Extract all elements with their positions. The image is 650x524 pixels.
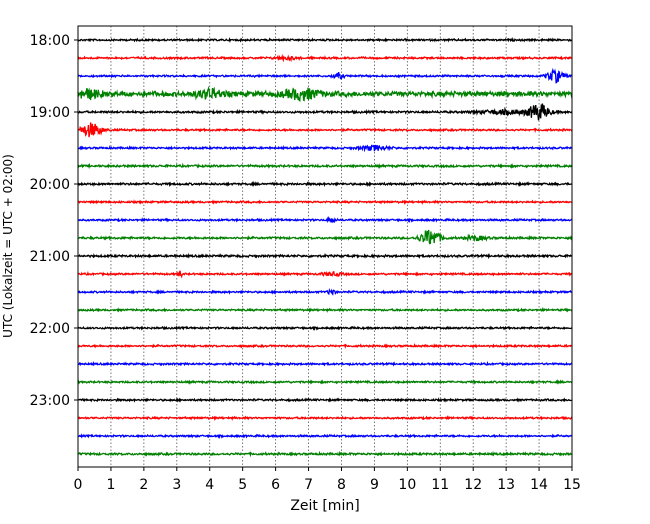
x-tick-label: 13 bbox=[497, 477, 515, 493]
y-tick-label: 19:00 bbox=[30, 105, 70, 121]
x-tick-label: 6 bbox=[271, 477, 280, 493]
x-axis-ticks: 0 1 2 3 4 5 6 7 8 9 10 11 12 13 14 15 bbox=[74, 467, 581, 493]
trace-0 bbox=[77, 36, 573, 43]
trace-18 bbox=[78, 360, 573, 367]
x-axis-label: Zeit [min] bbox=[290, 498, 359, 514]
trace-11 bbox=[77, 229, 573, 245]
x-tick-label: 11 bbox=[431, 477, 449, 493]
x-tick-label: 15 bbox=[563, 477, 581, 493]
trace-4 bbox=[77, 103, 573, 121]
trace-23 bbox=[77, 450, 573, 458]
x-tick-label: 5 bbox=[238, 477, 247, 493]
trace-6 bbox=[77, 144, 573, 153]
x-tick-label: 0 bbox=[74, 477, 83, 493]
x-tick-label: 14 bbox=[530, 477, 548, 493]
trace-22 bbox=[77, 433, 573, 439]
x-tick-label: 9 bbox=[370, 477, 379, 493]
x-tick-label: 7 bbox=[304, 477, 313, 493]
x-tick-label: 8 bbox=[337, 477, 346, 493]
y-axis-ticks: 18:00 19:00 20:00 21:00 22:00 23:00 bbox=[30, 33, 78, 409]
y-tick-label: 21:00 bbox=[30, 249, 70, 265]
seismic-traces bbox=[77, 36, 573, 458]
trace-8 bbox=[77, 180, 573, 188]
trace-7 bbox=[77, 162, 573, 170]
x-tick-label: 3 bbox=[172, 477, 181, 493]
trace-17 bbox=[77, 343, 573, 350]
trace-15 bbox=[77, 307, 573, 313]
trace-2 bbox=[77, 67, 573, 84]
grid-lines bbox=[110, 26, 540, 467]
y-tick-label: 18:00 bbox=[30, 33, 70, 49]
plot-frame bbox=[77, 25, 573, 468]
trace-13 bbox=[77, 270, 573, 279]
trace-14 bbox=[77, 287, 573, 296]
x-tick-label: 12 bbox=[464, 477, 482, 493]
trace-3 bbox=[77, 85, 573, 103]
trace-16 bbox=[77, 325, 573, 331]
y-axis-label: UTC (Lokalzeit = UTC + 02:00) bbox=[1, 154, 15, 338]
y-tick-label: 23:00 bbox=[30, 393, 70, 409]
y-tick-label: 20:00 bbox=[30, 177, 70, 193]
trace-20 bbox=[77, 397, 573, 403]
trace-21 bbox=[77, 415, 573, 421]
y-tick-label: 22:00 bbox=[30, 321, 70, 337]
trace-19 bbox=[77, 379, 573, 385]
trace-10 bbox=[77, 216, 573, 224]
x-tick-label: 10 bbox=[398, 477, 416, 493]
trace-5 bbox=[77, 122, 573, 138]
x-tick-label: 1 bbox=[106, 477, 115, 493]
trace-9 bbox=[77, 199, 573, 205]
x-tick-label: 2 bbox=[139, 477, 148, 493]
trace-12 bbox=[77, 252, 573, 260]
trace-1 bbox=[77, 53, 573, 63]
x-tick-label: 4 bbox=[205, 477, 214, 493]
